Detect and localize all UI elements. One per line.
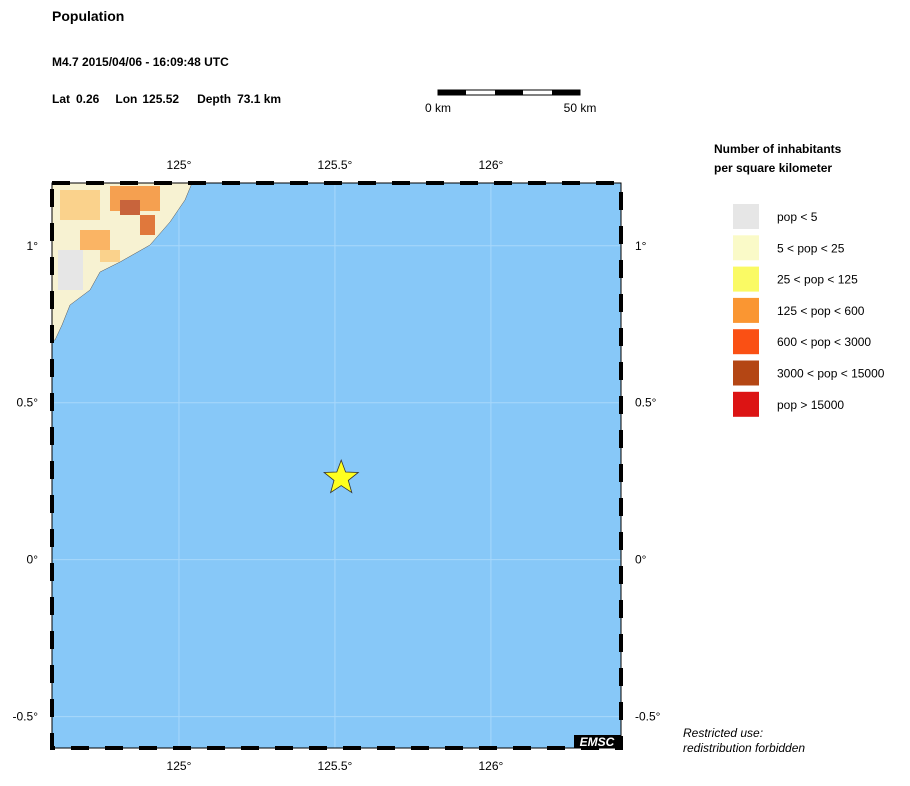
legend-swatch bbox=[733, 329, 759, 355]
legend-swatch bbox=[733, 391, 759, 417]
location: Lat 0.26 Lon 125.52 Depth 73.1 km bbox=[52, 92, 281, 106]
scale-start: 0 km bbox=[425, 101, 451, 115]
y-tick-label: -0.5° bbox=[13, 710, 39, 724]
x-tick-label: 126° bbox=[479, 158, 504, 172]
credit-bg bbox=[574, 735, 621, 748]
legend-label: pop > 15000 bbox=[777, 398, 844, 412]
legend-label: 125 < pop < 600 bbox=[777, 304, 865, 318]
frame-line bbox=[51, 182, 622, 749]
depth: 73.1 km bbox=[237, 92, 281, 106]
legend-swatch bbox=[733, 360, 759, 386]
legend-label: 25 < pop < 125 bbox=[777, 273, 858, 287]
event: M4.7 2015/04/06 - 16:09:48 UTC bbox=[52, 55, 229, 69]
legend-label: pop < 5 bbox=[777, 210, 818, 224]
lat: 0.26 bbox=[76, 92, 100, 106]
y-tick-label: 1° bbox=[635, 239, 647, 253]
legend-label: 5 < pop < 25 bbox=[777, 241, 845, 255]
legend-title: Number of inhabitants bbox=[714, 142, 842, 156]
x-tick-label: 126° bbox=[479, 759, 504, 773]
lat-label: Lat bbox=[52, 92, 70, 106]
land bbox=[51, 182, 193, 341]
legend-swatch bbox=[733, 297, 759, 323]
y-tick-label: 1° bbox=[27, 239, 39, 253]
y-tick-label: 0° bbox=[27, 553, 39, 567]
depth-label: Depth bbox=[197, 92, 231, 106]
credit: EMSC bbox=[580, 735, 615, 749]
x-tick-label: 125° bbox=[167, 759, 192, 773]
footer: Restricted use: bbox=[683, 726, 763, 740]
legend-swatch bbox=[733, 204, 759, 229]
legend-label: 600 < pop < 3000 bbox=[777, 335, 871, 349]
lon-label: Lon bbox=[115, 92, 137, 106]
legend-swatch bbox=[733, 266, 759, 292]
scale-end: 50 km bbox=[564, 101, 597, 115]
scale-bar bbox=[437, 89, 581, 96]
x-tick-label: 125.5° bbox=[318, 759, 353, 773]
y-tick-label: 0.5° bbox=[635, 396, 657, 410]
x-tick-label: 125° bbox=[167, 158, 192, 172]
title: Population bbox=[52, 8, 124, 24]
legend-swatch bbox=[733, 235, 759, 261]
footer: redistribution forbidden bbox=[683, 741, 805, 755]
y-tick-label: 0° bbox=[635, 553, 647, 567]
legend-label: 3000 < pop < 15000 bbox=[777, 367, 885, 381]
sea bbox=[52, 183, 621, 748]
epicenter bbox=[323, 458, 360, 494]
lon: 125.52 bbox=[142, 92, 179, 106]
y-tick-label: 0.5° bbox=[17, 396, 39, 410]
y-tick-label: -0.5° bbox=[635, 710, 661, 724]
x-tick-label: 125.5° bbox=[318, 158, 353, 172]
legend-title: per square kilometer bbox=[714, 161, 832, 175]
